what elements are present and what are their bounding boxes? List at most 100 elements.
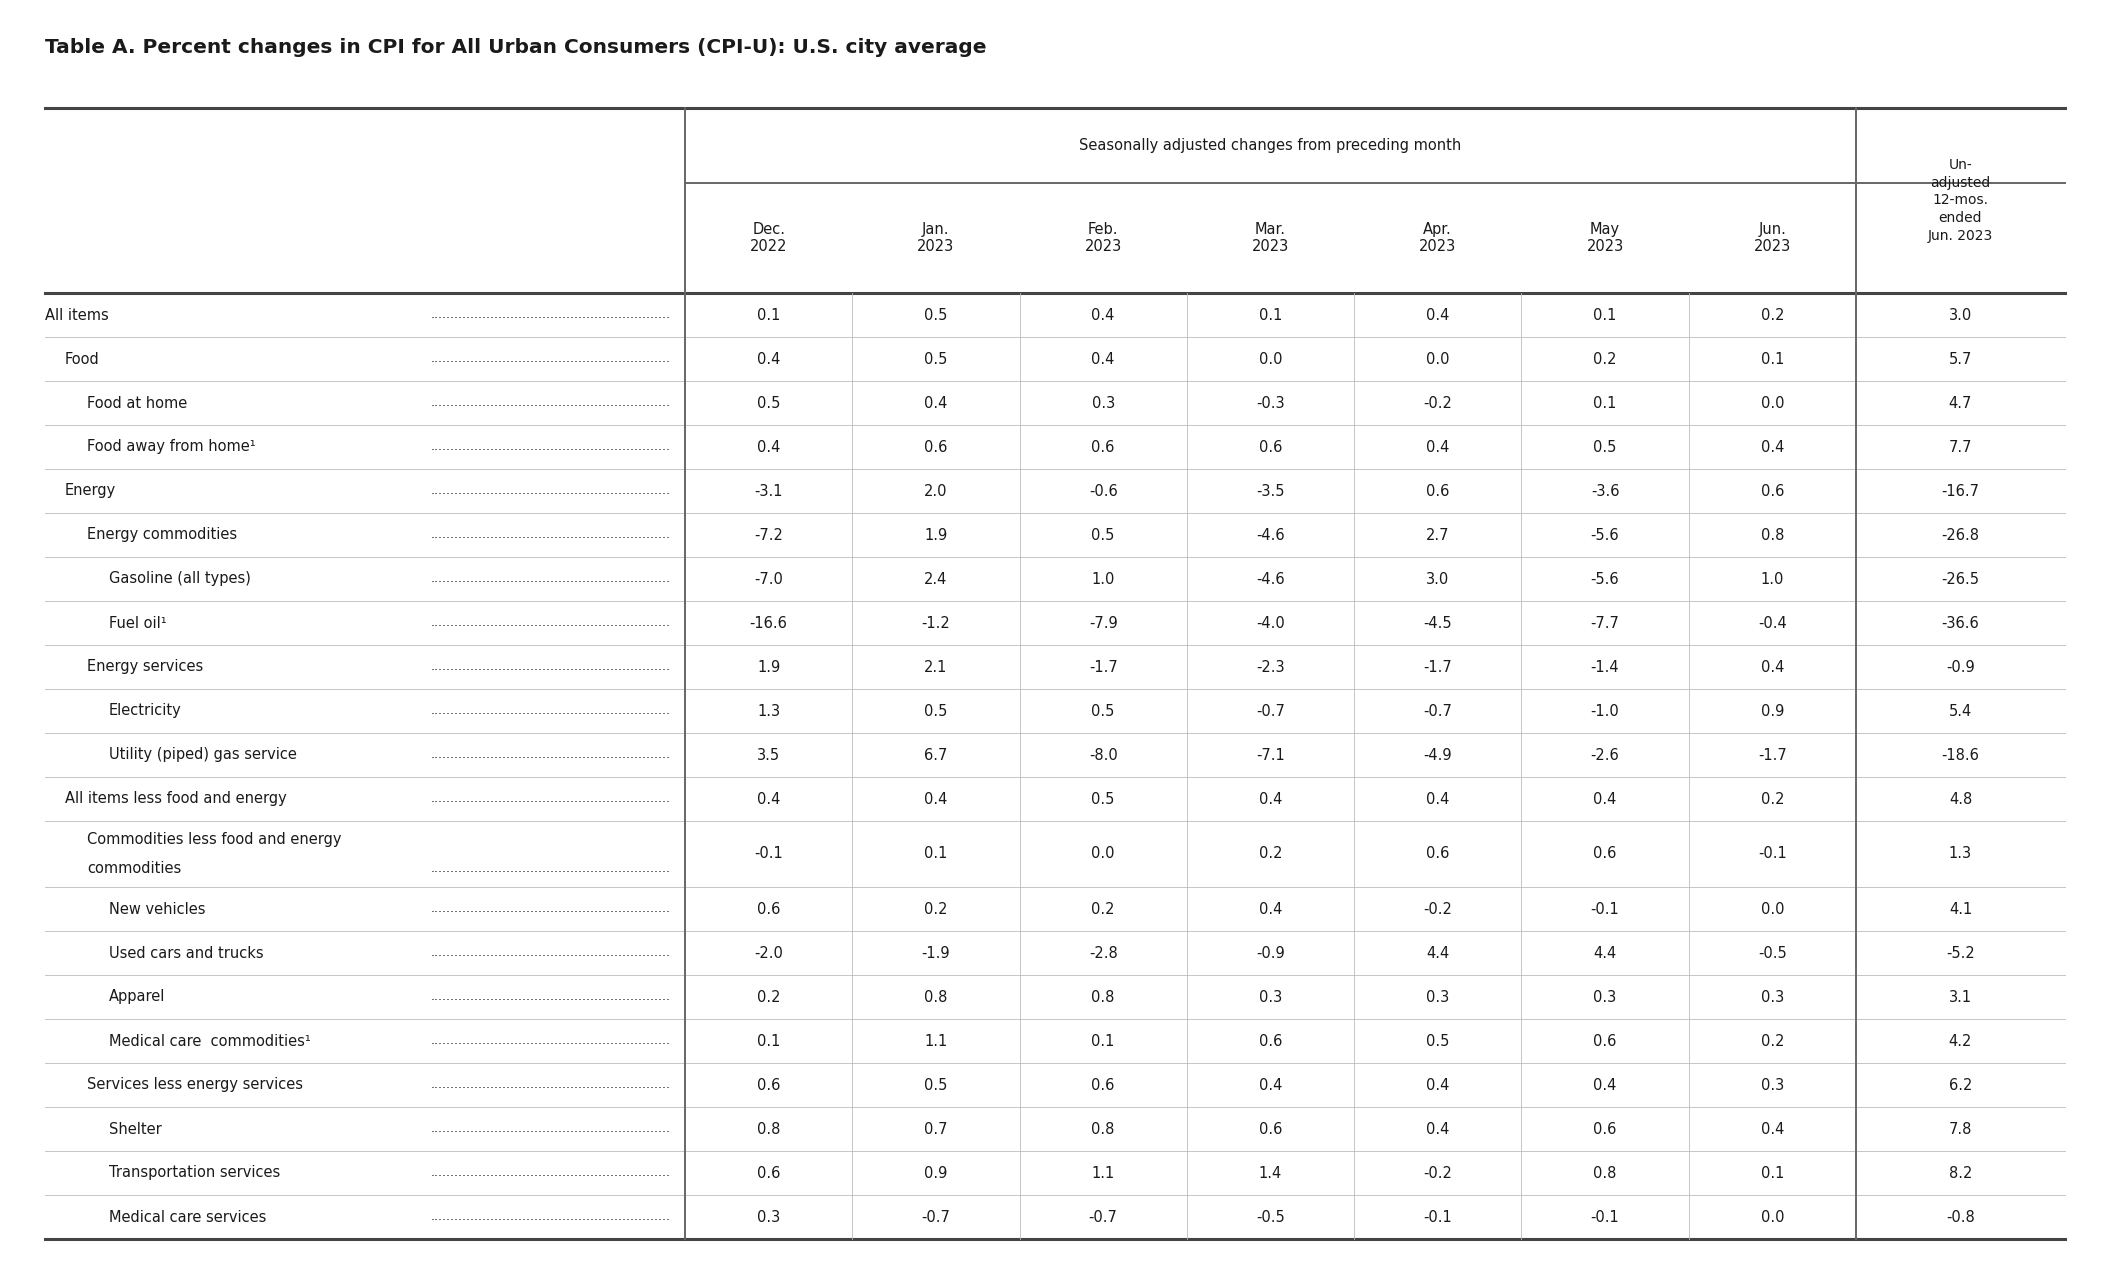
- Text: 0.4: 0.4: [758, 351, 781, 366]
- Text: 4.4: 4.4: [1425, 946, 1450, 960]
- Text: 0.5: 0.5: [1092, 792, 1116, 807]
- Text: 0.6: 0.6: [1425, 846, 1450, 861]
- Text: 0.4: 0.4: [1593, 1077, 1617, 1092]
- Text: 0.4: 0.4: [1425, 440, 1450, 455]
- Text: 1.9: 1.9: [924, 528, 947, 543]
- Text: -16.7: -16.7: [1941, 484, 1979, 499]
- Text: ............................................................: ........................................…: [432, 308, 671, 322]
- Text: 0.4: 0.4: [1760, 1122, 1783, 1137]
- Text: 0.5: 0.5: [1593, 440, 1617, 455]
- Text: 1.3: 1.3: [1949, 846, 1972, 861]
- Text: -4.6: -4.6: [1257, 571, 1284, 586]
- Text: 0.2: 0.2: [1090, 902, 1116, 917]
- Text: -0.1: -0.1: [1591, 1210, 1619, 1225]
- Text: 0.2: 0.2: [1760, 1033, 1785, 1048]
- Text: 5.4: 5.4: [1949, 703, 1972, 719]
- Text: -0.7: -0.7: [922, 1210, 949, 1225]
- Text: ............................................................: ........................................…: [432, 792, 671, 806]
- Text: 8.2: 8.2: [1949, 1166, 1972, 1181]
- Text: 0.6: 0.6: [1259, 1033, 1282, 1048]
- Text: -16.6: -16.6: [749, 615, 787, 630]
- Text: 6.7: 6.7: [924, 748, 947, 763]
- Text: ............................................................: ........................................…: [432, 485, 671, 498]
- Text: 1.9: 1.9: [758, 659, 781, 674]
- Text: 0.4: 0.4: [1425, 1122, 1450, 1137]
- Text: Jan.
2023: Jan. 2023: [918, 222, 954, 254]
- Text: -0.7: -0.7: [1257, 703, 1284, 719]
- Text: -0.2: -0.2: [1423, 902, 1452, 917]
- Text: ............................................................: ........................................…: [432, 990, 671, 1004]
- Text: -0.2: -0.2: [1423, 1166, 1452, 1181]
- Text: ............................................................: ........................................…: [432, 1210, 671, 1224]
- Text: -0.1: -0.1: [754, 846, 783, 861]
- Text: Gasoline (all types): Gasoline (all types): [109, 571, 250, 586]
- Text: -0.1: -0.1: [1758, 846, 1787, 861]
- Text: 4.1: 4.1: [1949, 902, 1972, 917]
- Text: -5.6: -5.6: [1591, 528, 1619, 543]
- Text: 0.1: 0.1: [1259, 307, 1282, 322]
- Text: 0.5: 0.5: [924, 703, 947, 719]
- Text: 0.1: 0.1: [758, 307, 781, 322]
- Text: 0.3: 0.3: [1092, 395, 1116, 410]
- Text: -1.7: -1.7: [1088, 659, 1118, 674]
- Text: Services less energy services: Services less energy services: [86, 1077, 303, 1092]
- Text: 0.6: 0.6: [924, 440, 947, 455]
- Text: ............................................................: ........................................…: [432, 1034, 671, 1047]
- Text: -2.8: -2.8: [1088, 946, 1118, 960]
- Text: -26.5: -26.5: [1941, 571, 1979, 586]
- Text: 0.6: 0.6: [758, 902, 781, 917]
- Text: -0.9: -0.9: [1947, 659, 1974, 674]
- Text: 0.4: 0.4: [1425, 1077, 1450, 1092]
- Text: 0.4: 0.4: [1092, 307, 1116, 322]
- Text: 0.6: 0.6: [1092, 1077, 1116, 1092]
- Text: Seasonally adjusted changes from preceding month: Seasonally adjusted changes from precedi…: [1080, 138, 1461, 153]
- Text: 0.3: 0.3: [1760, 1077, 1783, 1092]
- Text: ............................................................: ........................................…: [432, 903, 671, 916]
- Text: Table A. Percent changes in CPI for All Urban Consumers (CPI-U): U.S. city avera: Table A. Percent changes in CPI for All …: [44, 38, 987, 57]
- Text: New vehicles: New vehicles: [109, 902, 206, 917]
- Text: 0.5: 0.5: [924, 307, 947, 322]
- Text: 0.4: 0.4: [924, 792, 947, 807]
- Text: 0.1: 0.1: [1760, 351, 1783, 366]
- Text: 0.6: 0.6: [1259, 1122, 1282, 1137]
- Text: -4.5: -4.5: [1423, 615, 1452, 630]
- Text: -0.4: -0.4: [1758, 615, 1787, 630]
- Text: 1.0: 1.0: [1760, 571, 1783, 586]
- Text: 0.6: 0.6: [1593, 846, 1617, 861]
- Text: ............................................................: ........................................…: [432, 661, 671, 673]
- Text: 0.3: 0.3: [1425, 989, 1450, 1004]
- Text: Energy commodities: Energy commodities: [86, 528, 238, 543]
- Text: -1.7: -1.7: [1758, 748, 1787, 763]
- Text: ............................................................: ........................................…: [432, 863, 671, 875]
- Text: Apr.
2023: Apr. 2023: [1419, 222, 1457, 254]
- Text: commodities: commodities: [86, 861, 181, 877]
- Text: -3.5: -3.5: [1257, 484, 1284, 499]
- Text: -1.7: -1.7: [1423, 659, 1452, 674]
- Text: -0.5: -0.5: [1758, 946, 1787, 960]
- Text: 0.4: 0.4: [1425, 792, 1450, 807]
- Text: -5.2: -5.2: [1947, 946, 1974, 960]
- Text: 6.2: 6.2: [1949, 1077, 1972, 1092]
- Text: ............................................................: ........................................…: [432, 749, 671, 762]
- Text: 0.2: 0.2: [758, 989, 781, 1004]
- Text: 4.7: 4.7: [1949, 395, 1972, 410]
- Text: 0.3: 0.3: [1259, 989, 1282, 1004]
- Text: 0.2: 0.2: [1760, 307, 1785, 322]
- Text: -7.1: -7.1: [1257, 748, 1284, 763]
- Text: 4.2: 4.2: [1949, 1033, 1972, 1048]
- Text: 0.6: 0.6: [1425, 484, 1450, 499]
- Text: -0.3: -0.3: [1257, 395, 1284, 410]
- Text: 0.4: 0.4: [1259, 1077, 1282, 1092]
- Text: ............................................................: ........................................…: [432, 572, 671, 586]
- Text: 0.4: 0.4: [1259, 902, 1282, 917]
- Text: 0.8: 0.8: [1760, 528, 1783, 543]
- Text: 1.1: 1.1: [924, 1033, 947, 1048]
- Text: 0.9: 0.9: [924, 1166, 947, 1181]
- Text: -2.0: -2.0: [754, 946, 783, 960]
- Text: 0.8: 0.8: [1092, 989, 1116, 1004]
- Text: 0.5: 0.5: [1092, 528, 1116, 543]
- Text: 0.4: 0.4: [924, 395, 947, 410]
- Text: 0.2: 0.2: [1760, 792, 1785, 807]
- Text: 0.8: 0.8: [758, 1122, 781, 1137]
- Text: 0.4: 0.4: [1092, 351, 1116, 366]
